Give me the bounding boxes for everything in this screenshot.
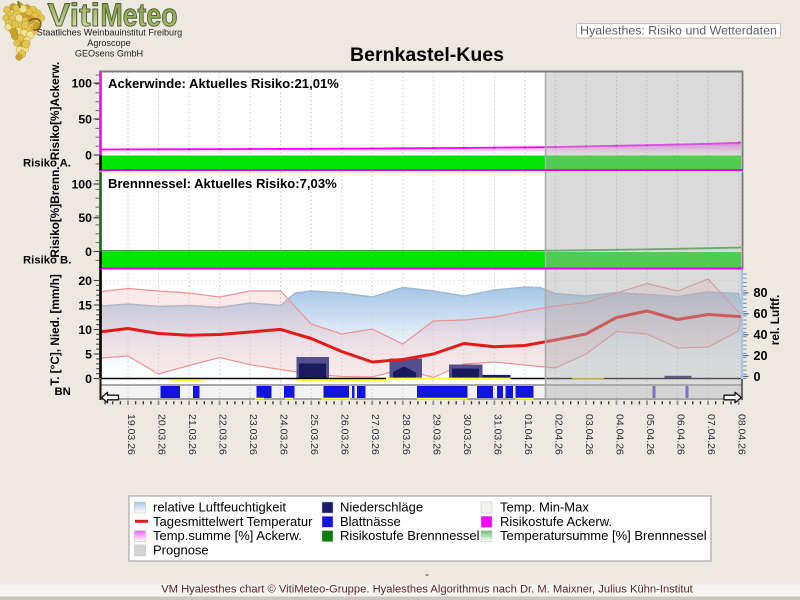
svg-text:07.04.26: 07.04.26 (705, 414, 717, 455)
svg-text:15: 15 (78, 299, 92, 313)
svg-text:29.03.26: 29.03.26 (430, 414, 442, 455)
svg-text:20: 20 (754, 349, 768, 363)
svg-text:Ackerwinde: Aktuelles Risiko:: Ackerwinde: Aktuelles Risiko:21,01% (108, 76, 339, 91)
svg-text:rel. Luftf.: rel. Luftf. (768, 295, 782, 345)
svg-text:Meteo: Meteo (101, 0, 178, 33)
svg-text:relative Luftfeuchtigkeit: relative Luftfeuchtigkeit (153, 500, 286, 515)
svg-text:Temperatursumme [%] Brennnesse: Temperatursumme [%] Brennnessel (500, 528, 707, 543)
svg-text:21.03.26: 21.03.26 (186, 414, 198, 455)
svg-text:0: 0 (85, 149, 92, 163)
svg-text:Temp. Min-Max: Temp. Min-Max (500, 500, 589, 515)
svg-text:VM Hyalesthes chart © VitiMete: VM Hyalesthes chart © VitiMeteo-Gruppe. … (161, 584, 693, 596)
svg-text:20: 20 (78, 274, 92, 288)
svg-text:0: 0 (754, 370, 761, 384)
svg-text:Risiko B.: Risiko B. (23, 255, 71, 267)
svg-text:Temp.summe [%] Ackerw.: Temp.summe [%] Ackerw. (153, 528, 302, 543)
svg-text:100: 100 (71, 178, 92, 192)
svg-text:Risikostufe Brennnessel: Risikostufe Brennnessel (340, 528, 480, 543)
svg-text:Hyalesthes: Risiko und Wetterd: Hyalesthes: Risiko und Wetterdaten (580, 24, 777, 38)
svg-text:100: 100 (71, 77, 92, 91)
svg-text:Niederschläge: Niederschläge (340, 500, 423, 515)
svg-text:08.04.26: 08.04.26 (736, 414, 748, 455)
svg-text:26.03.26: 26.03.26 (339, 414, 351, 455)
svg-text:02.04.26: 02.04.26 (552, 414, 564, 455)
svg-text:27.03.26: 27.03.26 (369, 414, 381, 455)
svg-text:-: - (425, 567, 429, 581)
svg-text:25.03.26: 25.03.26 (308, 414, 320, 455)
svg-text:Staatliches Weinbauinstitut Fr: Staatliches Weinbauinstitut Freiburg (37, 28, 182, 38)
svg-text:06.04.26: 06.04.26 (675, 414, 687, 455)
svg-text:Blattnässe: Blattnässe (340, 514, 401, 529)
svg-text:T. [°C], Nied. [mm/h]: T. [°C], Nied. [mm/h] (48, 274, 62, 386)
svg-text:0: 0 (85, 372, 92, 386)
svg-text:0: 0 (85, 245, 92, 259)
svg-text:60: 60 (754, 307, 768, 321)
svg-text:Risiko[%]Ackerw.: Risiko[%]Ackerw. (48, 62, 62, 161)
svg-text:19.03.26: 19.03.26 (125, 414, 137, 455)
svg-text:Bernkastel-Kues: Bernkastel-Kues (350, 44, 504, 66)
svg-text:Risiko[%]Brenn.: Risiko[%]Brenn. (48, 166, 62, 257)
svg-text:50: 50 (78, 113, 92, 127)
svg-text:GEOsens GmbH: GEOsens GmbH (75, 49, 143, 59)
svg-text:Agroscope: Agroscope (87, 38, 130, 48)
svg-text:Brennnessel: Aktuelles Risiko: Brennnessel: Aktuelles Risiko:7,03% (108, 176, 337, 191)
svg-text:Prognose: Prognose (153, 542, 209, 557)
svg-text:40: 40 (754, 328, 768, 342)
svg-text:Tagesmittelwert Temperatur: Tagesmittelwert Temperatur (153, 514, 313, 529)
svg-text:22.03.26: 22.03.26 (217, 414, 229, 455)
svg-text:03.04.26: 03.04.26 (583, 414, 595, 455)
svg-text:01.04.26: 01.04.26 (522, 414, 534, 455)
svg-text:10: 10 (78, 323, 92, 337)
svg-text:24.03.26: 24.03.26 (278, 414, 290, 455)
svg-text:50: 50 (78, 211, 92, 225)
svg-text:Risikostufe Ackerw.: Risikostufe Ackerw. (500, 514, 612, 529)
svg-text:80: 80 (754, 286, 768, 300)
svg-text:23.03.26: 23.03.26 (247, 414, 259, 455)
svg-text:20.03.26: 20.03.26 (156, 414, 168, 455)
svg-text:31.03.26: 31.03.26 (491, 414, 503, 455)
svg-text:30.03.26: 30.03.26 (461, 414, 473, 455)
svg-text:05.04.26: 05.04.26 (644, 414, 656, 455)
svg-text:28.03.26: 28.03.26 (400, 414, 412, 455)
svg-text:Risiko A.: Risiko A. (23, 158, 71, 170)
svg-text:Viti: Viti (48, 0, 101, 33)
svg-text:04.04.26: 04.04.26 (614, 414, 626, 455)
svg-text:5: 5 (85, 348, 92, 362)
svg-text:BN: BN (55, 386, 71, 398)
